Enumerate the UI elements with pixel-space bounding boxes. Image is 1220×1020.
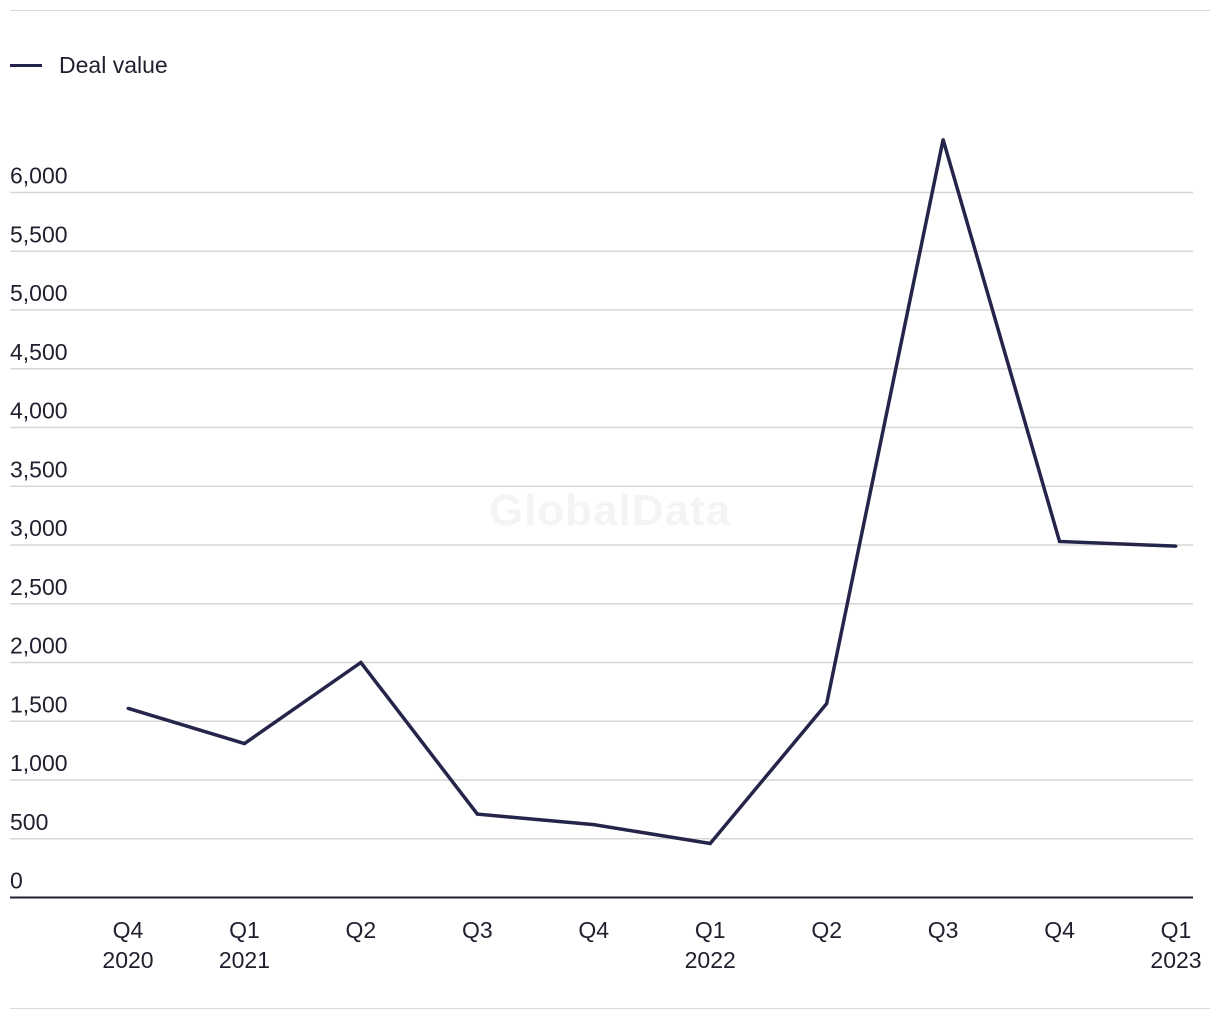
legend-label: Deal value (59, 51, 168, 78)
x-tick-year-label: 2020 (102, 947, 153, 973)
x-tick-label: Q2 (811, 917, 842, 943)
y-tick-label: 2,000 (10, 633, 68, 659)
x-axis-tick-labels: Q4 2020 Q1 2021 Q2 Q3 Q4 Q1 2022 Q2 Q3 Q4 Q1 2023 (102, 917, 1201, 973)
gridlines (10, 191, 1193, 840)
x-tick-year-label: 2021 (219, 947, 270, 973)
data-point (359, 661, 363, 664)
legend: Deal value (10, 50, 168, 80)
x-tick-label: Q4 (578, 917, 609, 943)
top-divider (10, 10, 1210, 11)
x-tick-label: Q3 (928, 917, 959, 943)
y-tick-label: 4,000 (10, 398, 68, 424)
data-point (242, 742, 246, 746)
data-point (592, 823, 596, 827)
y-tick-label: 2,500 (10, 574, 68, 600)
y-tick-label: 4,500 (10, 339, 68, 365)
y-tick-label: 5,000 (10, 280, 68, 306)
data-point (1058, 539, 1062, 543)
x-tick-year-label: 2023 (1150, 947, 1201, 973)
data-point (126, 706, 130, 710)
data-point (941, 138, 945, 142)
y-tick-label: 1,000 (10, 750, 68, 776)
watermark: GlobalData (488, 486, 732, 535)
x-tick-label: Q1 (229, 917, 260, 943)
x-tick-year-label: 2022 (685, 947, 736, 973)
x-tick-label: Q2 (346, 917, 377, 943)
y-axis-tick-labels: 0 500 1,000 1,500 2,000 2,500 3,000 3,500 4,000 4… (10, 163, 68, 894)
x-tick-label: Q4 (113, 917, 144, 943)
x-tick-label: Q1 (695, 917, 726, 943)
y-tick-label: 3,000 (10, 515, 68, 541)
y-tick-label: 5,500 (10, 221, 68, 247)
series-line-deal-value (127, 139, 1177, 846)
data-point (475, 812, 479, 816)
y-tick-label: 0 (10, 868, 23, 894)
y-tick-label: 1,500 (10, 691, 68, 717)
bottom-divider (10, 1008, 1210, 1009)
y-tick-label: 500 (10, 809, 48, 835)
y-tick-label: 6,000 (10, 163, 68, 189)
data-point (708, 841, 712, 845)
data-point (1174, 544, 1178, 548)
x-tick-label: Q1 (1161, 917, 1192, 943)
legend-line-swatch (10, 63, 42, 67)
data-point (825, 702, 829, 706)
series-layer (126, 138, 1178, 846)
x-tick-label: Q3 (462, 917, 493, 943)
y-tick-label: 3,500 (10, 456, 68, 482)
x-tick-label: Q4 (1044, 917, 1075, 943)
